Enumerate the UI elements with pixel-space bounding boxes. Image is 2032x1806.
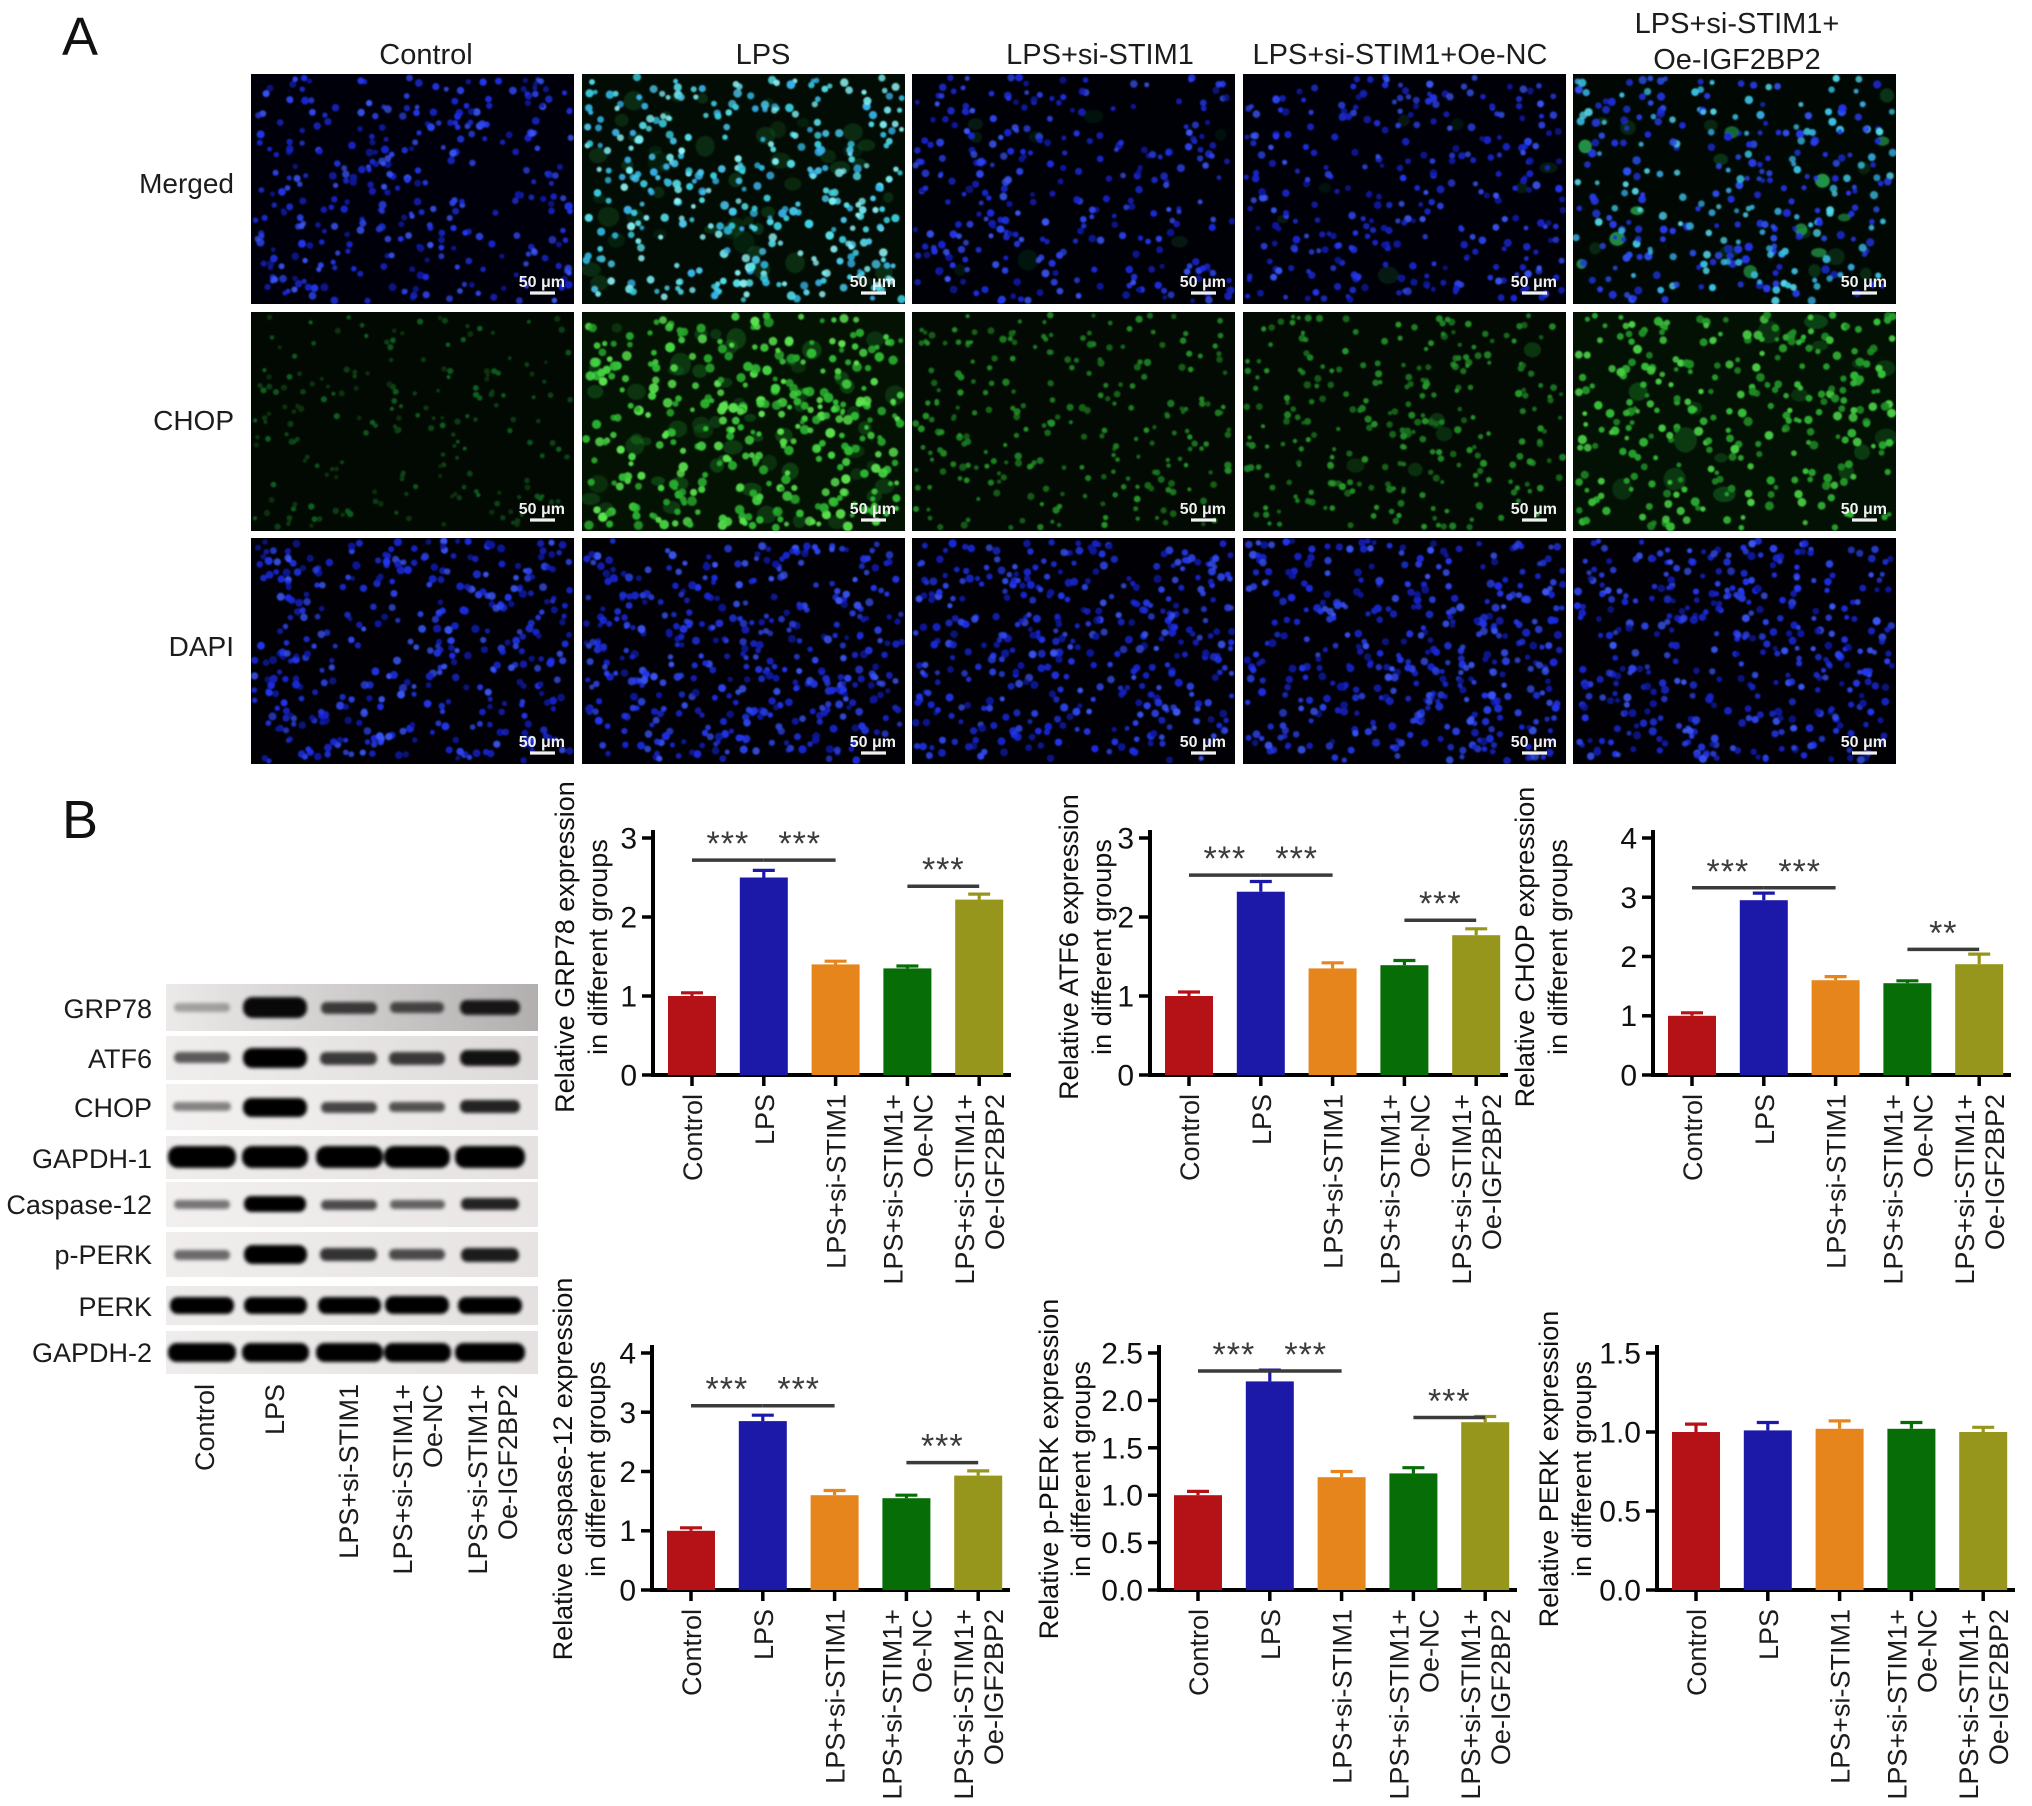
svg-text:50 μm: 50 μm — [519, 274, 565, 291]
svg-text:50 μm: 50 μm — [850, 274, 896, 291]
svg-text:Control: Control — [379, 39, 473, 71]
svg-text:50 μm: 50 μm — [1511, 734, 1557, 751]
svg-text:CHOP: CHOP — [153, 405, 234, 436]
svg-text:50 μm: 50 μm — [850, 501, 896, 518]
svg-text:50 μm: 50 μm — [1841, 274, 1887, 291]
svg-text:DAPI: DAPI — [169, 631, 234, 662]
svg-text:Oe-IGF2BP2: Oe-IGF2BP2 — [1653, 44, 1821, 76]
svg-text:50 μm: 50 μm — [519, 501, 565, 518]
svg-text:LPS: LPS — [736, 39, 791, 71]
svg-text:50 μm: 50 μm — [1841, 501, 1887, 518]
svg-text:B: B — [62, 790, 98, 850]
svg-text:Merged: Merged — [139, 168, 234, 199]
svg-text:LPS+si-STIM1: LPS+si-STIM1 — [1006, 39, 1194, 71]
svg-text:50 μm: 50 μm — [1180, 734, 1226, 751]
svg-text:LPS+si-STIM1+Oe-NC: LPS+si-STIM1+Oe-NC — [1253, 39, 1548, 71]
svg-text:50 μm: 50 μm — [1180, 274, 1226, 291]
svg-text:50 μm: 50 μm — [1511, 274, 1557, 291]
svg-text:50 μm: 50 μm — [1511, 501, 1557, 518]
svg-text:A: A — [62, 7, 98, 67]
svg-text:50 μm: 50 μm — [1180, 501, 1226, 518]
svg-text:LPS+si-STIM1+: LPS+si-STIM1+ — [1635, 8, 1840, 40]
svg-text:50 μm: 50 μm — [519, 734, 565, 751]
svg-text:50 μm: 50 μm — [850, 734, 896, 751]
